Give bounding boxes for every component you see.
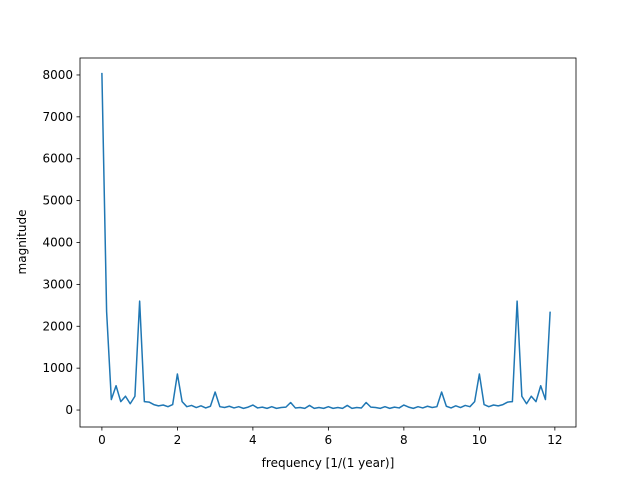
y-tick-label: 0	[65, 403, 73, 417]
x-tick-label: 4	[249, 433, 257, 447]
x-tick-label: 6	[325, 433, 333, 447]
x-tick-label: 8	[400, 433, 408, 447]
y-axis-label: magnitude	[15, 210, 29, 275]
y-tick-label: 4000	[42, 236, 73, 250]
line-series	[101, 72, 551, 410]
x-tick-label: 2	[174, 433, 182, 447]
y-tick-label: 6000	[42, 152, 73, 166]
y-tick-label: 2000	[42, 319, 73, 333]
y-tick-label: 5000	[42, 194, 73, 208]
x-axis-label: frequency [1/(1 year)]	[262, 456, 395, 470]
y-tick-label: 7000	[42, 110, 73, 124]
x-tick-label: 10	[472, 433, 487, 447]
x-tick-label: 0	[98, 433, 106, 447]
y-tick-label: 3000	[42, 277, 73, 291]
y-tick-label: 8000	[42, 68, 73, 82]
x-tick-label: 12	[547, 433, 562, 447]
y-tick-label: 1000	[42, 361, 73, 375]
plot-frame	[79, 57, 577, 428]
